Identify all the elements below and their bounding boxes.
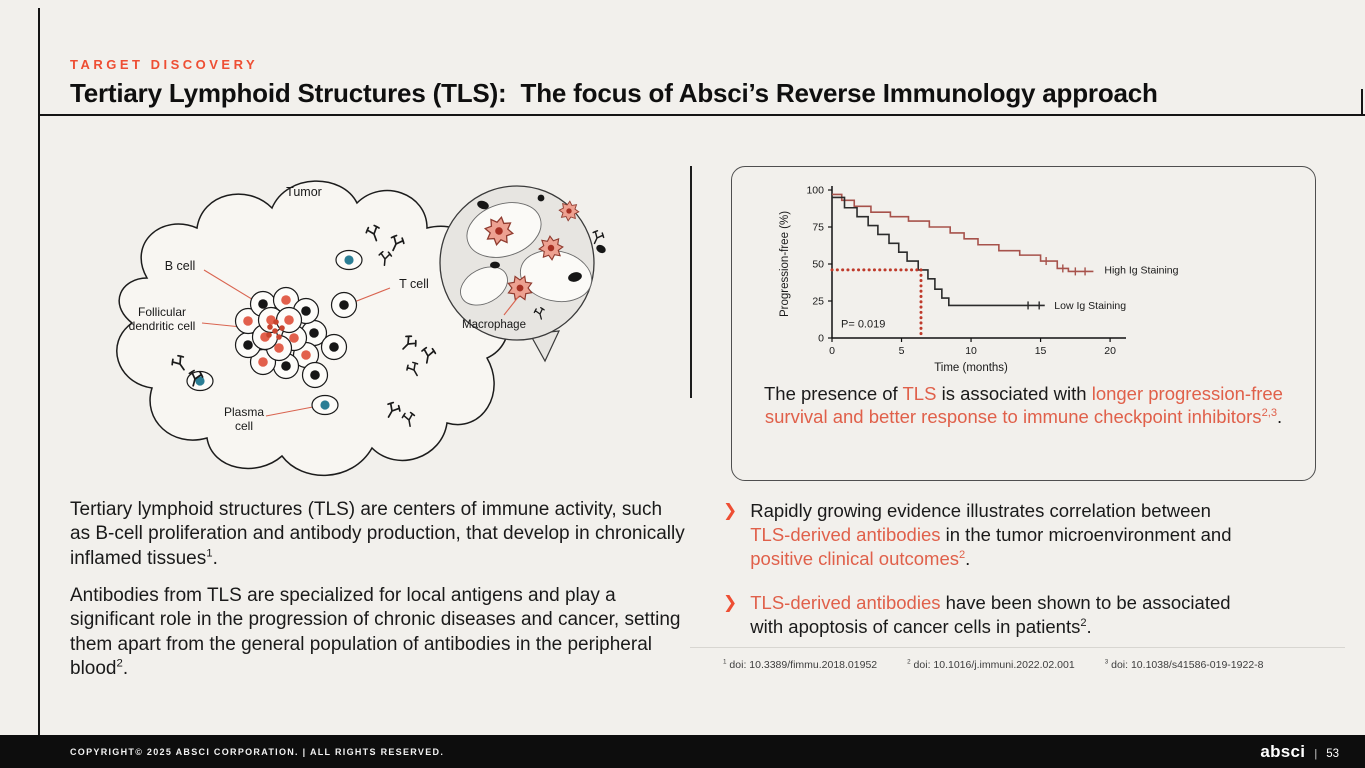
y-tick-label: 0 [818,333,824,345]
body-paragraph-2: Antibodies from TLS are specialized for … [70,584,681,679]
footnote-2: 2 doi: 10.1016/j.immuni.2022.02.001 [907,658,1075,671]
page-title: Tertiary Lymphoid Structures (TLS): The … [70,78,1158,108]
p-value-label: P= 0.019 [841,319,885,331]
plasma-cell [311,394,339,416]
page-number: 53 [1326,747,1339,760]
absci-logo: absci [1260,741,1306,761]
series-label: Low Ig Staining [1054,300,1126,312]
title-divider [38,114,1365,116]
immune-cell [320,333,348,361]
b-cell-label: B cell [165,259,196,273]
footer-separator: | [1314,747,1318,760]
x-axis-label: Time (months) [934,362,1008,374]
column-divider [690,166,692,398]
series-High Ig Staining [831,193,1093,273]
follicular-dendritic-cell [266,319,285,340]
footer-right: absci | 53 [1260,742,1339,762]
bullet-text-1: Rapidly growing evidence illustrates cor… [750,500,1232,570]
km-chart-box: 0 25 50 75 100 0 5 10 15 20 High Ig Staining Low Ig… [731,166,1316,481]
follicular-label-line1: Follicular [138,305,186,319]
x-tick-label: 5 [898,345,904,357]
macrophage-label: Macrophage [462,319,526,331]
x-tick-label: 15 [1034,345,1046,357]
y-tick-label: 75 [812,222,824,234]
y-tick-label: 100 [806,185,824,197]
germinal-center-cluster [234,286,328,380]
magnifier-tissue [460,194,606,322]
footer: COPYRIGHT© 2025 ABSCI CORPORATION. | ALL… [0,735,1365,768]
bullet-text-2: TLS-derived antibodies have been shown t… [750,592,1231,638]
immune-cell [301,361,329,389]
chevron-bullet-icon: ❯ [723,501,738,520]
t-cell-label: T cell [399,277,429,291]
footnote-1: 1 doi: 10.3389/fimmu.2018.01952 [723,658,878,671]
plasma-label-line1: Plasma [224,405,264,419]
left-edge-rule [38,8,40,736]
x-tick-label: 10 [965,345,977,357]
body-text: Tertiary lymphoid structures (TLS) are c… [70,498,685,681]
x-tick-label: 0 [829,345,835,357]
footnote-3: 3 doi: 10.1038/s41586-019-1922-8 [1104,658,1264,671]
y-tick-label: 25 [812,296,824,308]
body-paragraph-1: Tertiary lymphoid structures (TLS) are c… [70,499,685,569]
tumor-diagram: Tumor B cell T cell Follicular dendritic… [116,180,606,476]
chevron-bullet-icon: ❯ [723,593,738,613]
x-tick-label: 20 [1104,345,1116,357]
bullet-item-1: ❯ Rapidly growing evidence illustrates c… [723,499,1303,571]
section-kicker: TARGET DISCOVERY [70,57,259,72]
series-label: High Ig Staining [1104,264,1178,276]
bullet-list: ❯ Rapidly growing evidence illustrates c… [723,499,1303,639]
plasma-cell [335,249,363,271]
km-chart: 0 25 50 75 100 0 5 10 15 20 High Ig Staining Low Ig… [779,185,1179,375]
tumor-label: Tumor [286,185,322,199]
y-tick-label: 50 [812,259,824,271]
footer-copyright: COPYRIGHT© 2025 ABSCI CORPORATION. | ALL… [70,746,445,757]
follicular-label-line2: dendritic cell [129,319,196,333]
footnote-divider [690,647,1345,648]
right-edge-rule [1361,89,1363,115]
series-Low Ig Staining [831,196,1045,307]
y-axis-label: Progression-free (%) [779,211,791,317]
bullet-item-2: ❯ TLS-derived antibodies have been shown… [723,591,1303,639]
t-cell [330,291,358,319]
plasma-cell [186,370,214,392]
chart-caption: The presence of TLS is associated with l… [764,383,1283,428]
footnotes: 1 doi: 10.3389/fimmu.2018.01952 2 doi: 1… [723,659,1264,671]
plasma-label-line2: cell [235,419,253,433]
